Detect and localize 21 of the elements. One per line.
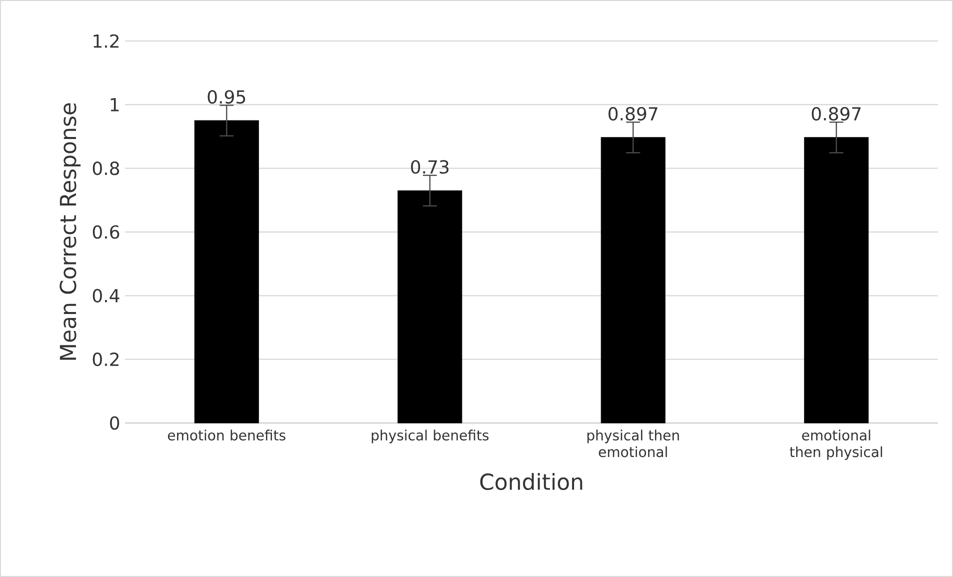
x-tick-label: emotion benefits <box>168 430 286 441</box>
x-tick-label: physical then emotional <box>587 430 679 458</box>
bar <box>804 137 869 424</box>
x-tick-label: physical benefits <box>372 430 489 444</box>
data-label: 0.95 <box>208 90 246 104</box>
y-tick-label: 0.8 <box>92 162 120 176</box>
bar <box>194 120 259 424</box>
data-label: 0.73 <box>411 160 448 174</box>
y-axis-title: Mean Correct Response <box>60 103 81 360</box>
y-tick-label: 0 <box>110 416 120 430</box>
bar <box>600 137 666 424</box>
y-tick-label: 1.2 <box>94 34 118 48</box>
bar <box>398 190 462 424</box>
y-tick-label: 0.2 <box>92 352 118 366</box>
data-label: 0.897 <box>812 106 861 121</box>
y-tick-label: 0.6 <box>92 225 120 239</box>
x-tick-label: emotional then physical <box>790 430 882 460</box>
x-axis-title: Condition <box>480 473 582 490</box>
y-tick-label: 0.4 <box>92 288 120 302</box>
y-tick-label: 1 <box>110 98 119 112</box>
data-label: 0.897 <box>608 106 658 121</box>
